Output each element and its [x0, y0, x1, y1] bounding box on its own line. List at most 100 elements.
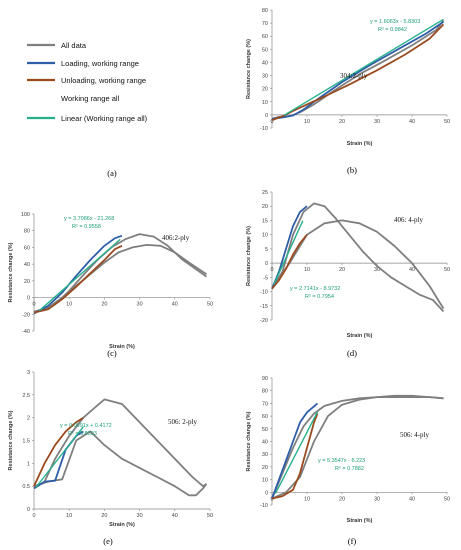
x-tick-label: 40: [409, 496, 415, 502]
series-loading-line: [33, 234, 123, 315]
y-axis-label: Resistance change (%): [246, 411, 252, 471]
x-tick-label: 0: [270, 267, 273, 273]
series-unloading-line: [33, 416, 84, 487]
x-axis-label: Strain (%): [109, 522, 135, 528]
legend-label-linear: Linear (Working range all): [61, 114, 148, 123]
y-tick-label: 60: [24, 245, 30, 251]
y-tick-label: 1.5: [22, 439, 30, 445]
series-linear-line: [38, 238, 121, 312]
x-axis-label: Strain (%): [347, 333, 373, 339]
y-tick-label: 70: [262, 401, 268, 407]
x-tick-label: 20: [101, 513, 107, 519]
trendline-r-squared: R² = 0.9842: [378, 27, 407, 33]
y-tick-label: 15: [262, 218, 268, 224]
x-tick-label: 20: [101, 302, 107, 308]
y-tick-label: 80: [262, 389, 268, 395]
y-tick-label: -10: [260, 503, 268, 509]
series-all-data-line: [33, 430, 208, 497]
y-tick-label: 0: [265, 490, 268, 496]
y-tick-label: -20: [22, 312, 30, 318]
y-tick-label: 40: [24, 262, 30, 268]
x-tick-label: 20: [339, 496, 345, 502]
x-tick-label: 10: [66, 513, 72, 519]
x-tick-label: 30: [374, 267, 380, 273]
series-linear-line: [273, 220, 304, 285]
series-linear-line: [35, 426, 84, 488]
y-tick-label: 5: [265, 247, 268, 253]
series-unloading-line: [271, 413, 319, 500]
x-axis-label: Strain (%): [109, 344, 135, 350]
trendline-equation: y = 0.0991x + 0.4172: [60, 423, 112, 429]
panel-label-b: (b): [347, 165, 357, 175]
y-tick-label: -20: [260, 318, 268, 324]
x-tick-label: 40: [409, 267, 415, 273]
y-tick-label: -10: [260, 126, 268, 132]
panel-label-c: (c): [107, 348, 117, 358]
legend-label-all-data: All data: [61, 41, 87, 50]
y-tick-label: 0.5: [22, 484, 30, 490]
y-tick-label: 10: [262, 478, 268, 484]
trendline-equation: y = 5.3547x - 6.223: [318, 458, 365, 464]
y-tick-label: 0: [27, 507, 30, 513]
x-tick-label: 40: [172, 513, 178, 519]
y-tick-label: -5: [263, 275, 268, 281]
legend-label-unloading: Unloading, working range: [61, 76, 146, 85]
y-tick-label: -10: [260, 290, 268, 296]
trendline-r-squared: R² = 0.7882: [335, 466, 364, 472]
y-tick-label: 80: [262, 8, 268, 14]
y-tick-label: 60: [262, 414, 268, 420]
x-tick-label: 50: [444, 267, 450, 273]
trendline-r-squared: R² = 0.8303: [68, 431, 97, 437]
series-all-data-line: [271, 394, 444, 500]
panel-label-f: (f): [348, 536, 357, 546]
sample-annotation: 406: 4-ply: [394, 216, 423, 224]
trendline-r-squared: R² = 0.9558: [72, 224, 101, 230]
x-axis-label: Strain (%): [347, 518, 373, 524]
y-tick-label: 90: [262, 376, 268, 382]
x-tick-label: 50: [207, 513, 213, 519]
x-tick-label: 30: [137, 513, 143, 519]
legend-label-loading: Loading, working range: [61, 59, 139, 68]
y-tick-label: 80: [24, 229, 30, 235]
y-tick-label: 20: [262, 87, 268, 93]
x-tick-label: 40: [409, 119, 415, 125]
series-all-data-line: [33, 243, 207, 313]
x-tick-label: 10: [304, 119, 310, 125]
y-tick-label: 0: [265, 113, 268, 119]
y-tick-label: -15: [260, 304, 268, 310]
sample-annotation: 304:2-ply: [340, 72, 368, 80]
y-tick-label: 25: [262, 190, 268, 196]
y-tick-label: 30: [262, 452, 268, 458]
y-axis-label: Resistance change (%): [8, 410, 14, 470]
x-tick-label: 10: [304, 496, 310, 502]
x-tick-label: 20: [339, 267, 345, 273]
y-tick-label: 3: [27, 370, 30, 376]
series-linear-line: [274, 411, 319, 494]
x-tick-label: 50: [207, 302, 213, 308]
y-tick-label: 20: [262, 465, 268, 471]
y-tick-label: 70: [262, 21, 268, 27]
x-tick-label: 30: [374, 119, 380, 125]
y-tick-label: 0: [265, 261, 268, 267]
series-unloading-line: [271, 234, 308, 290]
series-all-data-line: [271, 202, 445, 313]
y-tick-label: 50: [262, 47, 268, 53]
x-tick-label: 30: [374, 496, 380, 502]
series-all-data-line: [33, 398, 207, 490]
y-tick-label: 20: [262, 204, 268, 210]
panel-label-e: (e): [103, 536, 113, 546]
x-tick-label: 0: [270, 496, 273, 502]
panel-label-a: (a): [107, 168, 117, 178]
y-tick-label: 30: [262, 74, 268, 80]
y-tick-label: 20: [24, 279, 30, 285]
series-unloading-line: [33, 244, 123, 314]
y-tick-label: 2.5: [22, 393, 30, 399]
y-tick-label: 10: [262, 233, 268, 239]
y-tick-label: 50: [262, 427, 268, 433]
sample-annotation: 506: 4-ply: [400, 431, 429, 439]
